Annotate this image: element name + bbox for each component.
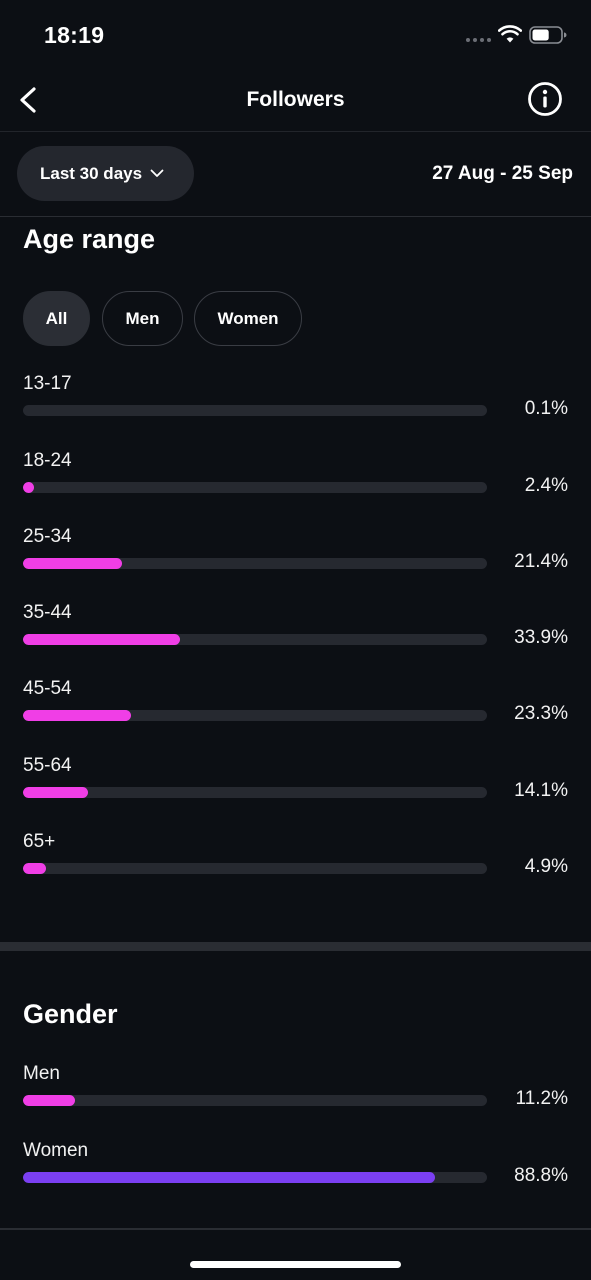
nav-header: Followers xyxy=(0,70,591,132)
status-time: 18:19 xyxy=(44,22,105,48)
gender-percent: 88.8% xyxy=(514,1165,568,1186)
age-row-35-44: 35-44 33.9% xyxy=(0,602,591,662)
age-label: 13-17 xyxy=(23,373,72,394)
info-icon[interactable] xyxy=(527,81,563,117)
age-bar-track xyxy=(23,405,487,416)
gender-label: Men xyxy=(23,1063,60,1084)
age-bar-fill xyxy=(23,558,123,569)
filter-row: Last 30 days 27 Aug - 25 Sep xyxy=(0,132,591,217)
gender-title: Gender xyxy=(23,999,118,1029)
age-percent: 0.1% xyxy=(524,398,568,419)
age-row-18-24: 18-24 2.4% xyxy=(0,450,591,510)
age-percent: 14.1% xyxy=(514,780,568,801)
home-indicator[interactable] xyxy=(190,1261,401,1268)
age-bar-track xyxy=(23,634,487,645)
tab-men[interactable]: Men xyxy=(102,291,183,346)
wifi-icon xyxy=(498,25,522,43)
age-bar-track xyxy=(23,558,487,569)
gender-bar-track xyxy=(23,1095,487,1106)
age-percent: 4.9% xyxy=(524,856,568,877)
age-label: 65+ xyxy=(23,831,56,852)
gender-percent: 11.2% xyxy=(515,1088,568,1109)
age-label: 18-24 xyxy=(23,450,72,471)
gender-row-women: Women 88.8% xyxy=(0,1140,591,1200)
gender-row-men: Men 11.2% xyxy=(0,1063,591,1123)
tab-women[interactable]: Women xyxy=(194,291,302,346)
age-row-55-64: 55-64 14.1% xyxy=(0,755,591,815)
gender-bar-track xyxy=(23,1172,487,1183)
gender-bar-fill xyxy=(23,1095,75,1106)
page-title: Followers xyxy=(246,88,345,111)
period-dropdown-label: Last 30 days xyxy=(40,163,143,183)
age-label: 25-34 xyxy=(23,526,72,547)
tab-all[interactable]: All xyxy=(23,291,90,346)
age-percent: 23.3% xyxy=(514,703,568,724)
gender-label: Women xyxy=(23,1140,89,1161)
age-range-title: Age range xyxy=(23,224,156,254)
gender-bar-fill xyxy=(23,1172,436,1183)
age-label: 35-44 xyxy=(23,602,72,623)
age-label: 45-54 xyxy=(23,678,72,699)
age-percent: 2.4% xyxy=(524,475,568,496)
age-row-65-plus: 65+ 4.9% xyxy=(0,831,591,891)
period-dropdown[interactable]: Last 30 days xyxy=(17,146,194,201)
battery-icon xyxy=(529,26,567,44)
age-row-45-54: 45-54 23.3% xyxy=(0,678,591,738)
age-row-25-34: 25-34 21.4% xyxy=(0,526,591,586)
age-bar-fill xyxy=(23,634,181,645)
section-divider xyxy=(0,942,591,951)
chevron-down-icon xyxy=(150,169,164,177)
age-percent: 21.4% xyxy=(514,551,568,572)
age-bar-track xyxy=(23,863,487,874)
date-range: 27 Aug - 25 Sep xyxy=(432,163,573,184)
age-bar-fill xyxy=(23,482,35,493)
age-bar-fill xyxy=(23,710,132,721)
cellular-signal-icon xyxy=(466,38,491,42)
age-row-13-17: 13-17 0.1% xyxy=(0,373,591,433)
age-bar-fill xyxy=(23,863,46,874)
age-bar-fill xyxy=(23,787,89,798)
bottom-divider xyxy=(0,1228,591,1230)
back-icon[interactable] xyxy=(14,84,44,116)
age-bar-track xyxy=(23,482,487,493)
age-bar-track xyxy=(23,787,487,798)
status-bar: 18:19 xyxy=(0,0,591,70)
age-label: 55-64 xyxy=(23,755,72,776)
age-bar-track xyxy=(23,710,487,721)
age-percent: 33.9% xyxy=(514,627,568,648)
